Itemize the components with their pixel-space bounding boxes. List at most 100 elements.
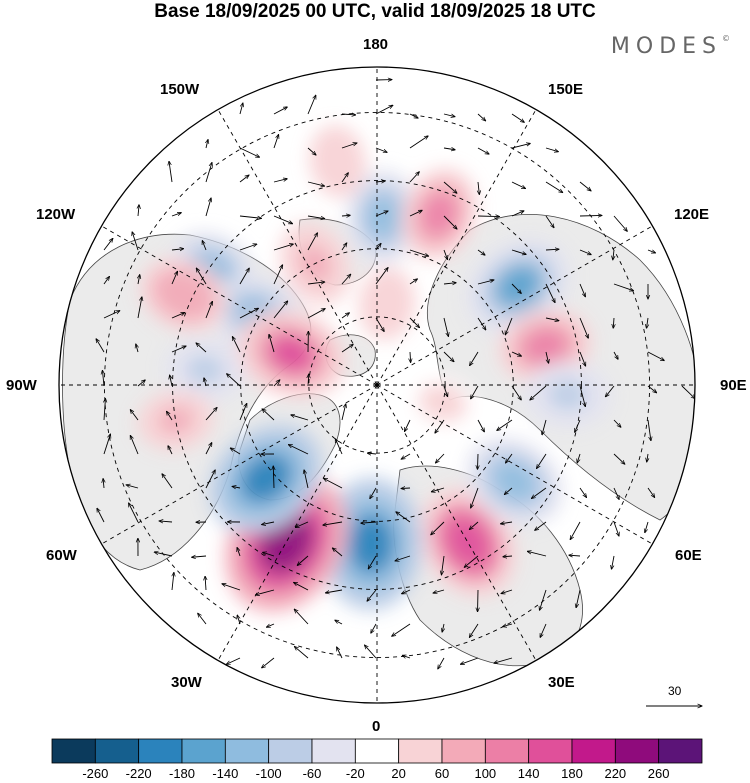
- wind-vector: [409, 136, 428, 149]
- wind-vector: [477, 453, 478, 469]
- wind-vector: [443, 317, 448, 336]
- wind-vector: [575, 419, 581, 432]
- wind-vector: [443, 283, 456, 284]
- wind-vector: [172, 572, 174, 591]
- anomaly-region: [524, 329, 567, 363]
- wind-vector: [531, 487, 547, 498]
- wind-vector: [505, 317, 513, 335]
- colorbar-swatch: [51, 738, 96, 764]
- wind-vector: [396, 512, 411, 523]
- anomaly-region: [374, 287, 400, 321]
- wind-vector: [262, 657, 275, 668]
- wind-vector: [410, 351, 411, 362]
- wind-vector: [545, 317, 559, 321]
- wind-vector: [103, 434, 110, 455]
- wind-vector: [239, 103, 243, 115]
- wind-vector: [441, 555, 445, 575]
- wind-vector: [545, 181, 563, 192]
- wind-vector: [477, 216, 499, 217]
- wind-vector: [137, 297, 142, 319]
- wind-vector: [307, 215, 325, 219]
- wind-vector: [570, 521, 581, 540]
- wind-vector: [511, 181, 525, 189]
- wind-vector: [477, 147, 489, 154]
- wind-vector: [402, 589, 411, 594]
- wind-vector: [294, 582, 309, 591]
- wind-vector: [613, 317, 614, 328]
- wind-vector: [511, 211, 524, 217]
- colorbar-tick-label: -140: [212, 766, 239, 781]
- lon-label-120e: 120E: [674, 206, 710, 223]
- lon-label-90e: 90E: [720, 377, 747, 394]
- wind-vector: [409, 317, 419, 328]
- wind-vector: [304, 470, 309, 489]
- wind-vector: [370, 487, 377, 499]
- wind-vector: [368, 555, 377, 569]
- wind-vector: [365, 645, 377, 659]
- wind-vector: [433, 589, 445, 593]
- latitude-circle: [172, 180, 582, 590]
- wind-vector: [443, 249, 447, 259]
- wind-vector: [681, 385, 695, 399]
- wind-vector: [202, 241, 207, 251]
- wind-vector: [431, 521, 445, 535]
- anomaly-region: [240, 453, 292, 503]
- wind-vector: [273, 179, 287, 183]
- wind-vector: [104, 399, 105, 421]
- wind-vector: [323, 521, 343, 525]
- wind-vector: [205, 443, 212, 455]
- wind-vector: [646, 317, 648, 328]
- wind-vector: [577, 453, 581, 463]
- wind-vector: [337, 647, 343, 659]
- wind-vector: [196, 268, 207, 285]
- wind-vector: [477, 317, 486, 330]
- chart-title: Base 18/09/2025 00 UTC, valid 18/09/2025…: [154, 1, 596, 22]
- wind-vector: [613, 351, 618, 359]
- wind-vector: [232, 486, 241, 488]
- colorbar-swatch: [571, 738, 616, 764]
- wind-vector: [469, 623, 479, 637]
- wind-vector: [335, 620, 343, 625]
- wind-vector: [205, 163, 212, 183]
- wind-vector: [206, 140, 208, 149]
- colorbar-tick-label: 180: [561, 766, 583, 781]
- wind-vector: [375, 211, 388, 217]
- colorbar-tick-label: -260: [82, 766, 109, 781]
- wind-vector: [103, 479, 104, 489]
- wind-vector: [506, 453, 513, 463]
- wind-vector: [545, 215, 554, 228]
- wind-vector: [477, 249, 485, 255]
- wind-vector: [471, 487, 479, 508]
- colorbar-swatch: [311, 738, 356, 764]
- wind-vector: [409, 279, 417, 285]
- colorbar-swatch: [528, 738, 573, 764]
- colorbar-swatch: [484, 738, 530, 764]
- colorbar-tick-label: 140: [517, 766, 540, 781]
- meridian-line: [376, 109, 537, 386]
- wind-vector: [154, 552, 173, 557]
- colorbar-tick-label: 100: [474, 766, 497, 781]
- wind-vector: [205, 301, 212, 319]
- wind-vector: [307, 309, 325, 319]
- anomaly-region: [267, 333, 317, 375]
- wind-vector: [239, 215, 261, 218]
- wind-vector: [545, 147, 558, 152]
- map-outline: [58, 66, 696, 704]
- wind-vector: [545, 249, 559, 250]
- wind-vector: [367, 589, 377, 601]
- wind-vector: [605, 385, 615, 397]
- wind-vector: [647, 250, 655, 253]
- wind-vector: [256, 589, 275, 595]
- wind-vector: [239, 268, 249, 285]
- copyright-mark: ©: [722, 34, 730, 43]
- meridian-line: [101, 225, 378, 386]
- wind-vector: [137, 380, 145, 387]
- lon-label-30w: 30W: [171, 674, 202, 691]
- wind-vector: [266, 623, 275, 627]
- wind-vector: [332, 548, 343, 557]
- wind-vector: [542, 419, 547, 435]
- wind-vector: [341, 404, 346, 421]
- wind-vector: [97, 508, 105, 523]
- wind-vector: [613, 453, 625, 464]
- wind-vector: [196, 343, 207, 353]
